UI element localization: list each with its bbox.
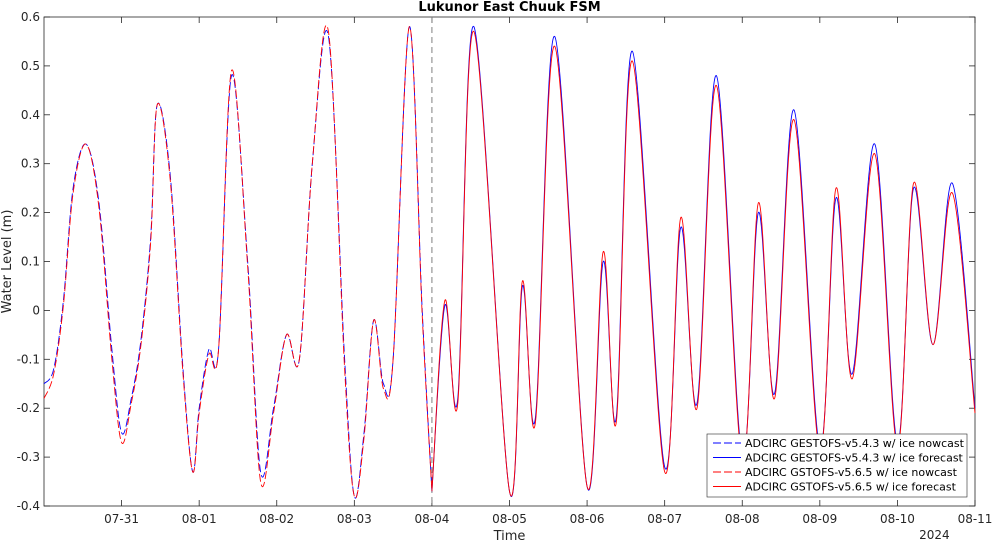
x-tick-label: 08-07	[647, 512, 682, 526]
legend-label-4: ADCIRC GSTOFS-v5.6.5 w/ ice forecast	[745, 481, 957, 494]
x-tick-label: 08-10	[880, 512, 915, 526]
y-tick-label: -0.4	[17, 499, 40, 513]
x-tick-label: 08-03	[337, 512, 372, 526]
x-axis-label: Time	[493, 529, 526, 541]
x-tick-label: 08-11	[958, 512, 992, 526]
legend-label-3: ADCIRC GSTOFS-v5.6.5 w/ ice nowcast	[745, 466, 958, 479]
chart-title: Lukunor East Chuuk FSM	[418, 0, 600, 15]
legend-label-1: ADCIRC GESTOFS-v5.4.3 w/ ice nowcast	[745, 437, 965, 450]
x-tick-label: 08-02	[259, 512, 294, 526]
legend-label-2: ADCIRC GESTOFS-v5.4.3 w/ ice forecast	[745, 452, 964, 465]
x-tick-label: 08-05	[492, 512, 527, 526]
y-tick-label: 0.6	[21, 10, 40, 24]
y-tick-label: -0.3	[17, 450, 40, 464]
x-tick-label: 08-08	[725, 512, 760, 526]
plot-frame	[44, 17, 975, 506]
y-tick-label: -0.1	[17, 352, 40, 366]
y-tick-label: 0.1	[21, 255, 40, 269]
y-axis-label: Water Level (m)	[0, 210, 15, 314]
x-tick-label: 08-04	[414, 512, 449, 526]
y-tick-label: 0.5	[21, 59, 40, 73]
x-axis-year-label: 2024	[919, 528, 950, 541]
y-tick-label: 0.4	[21, 108, 40, 122]
y-tick-label: 0.3	[21, 157, 40, 171]
y-tick-label: 0.2	[21, 206, 40, 220]
x-tick-label: 08-01	[182, 512, 217, 526]
y-tick-label: 0	[32, 303, 40, 317]
x-tick-label: 08-09	[802, 512, 837, 526]
legend: ADCIRC GESTOFS-v5.4.3 w/ ice nowcast ADCI…	[707, 434, 967, 497]
x-tick-label: 08-06	[570, 512, 605, 526]
x-tick-label: 07-31	[104, 512, 139, 526]
y-tick-label: -0.2	[17, 401, 40, 415]
